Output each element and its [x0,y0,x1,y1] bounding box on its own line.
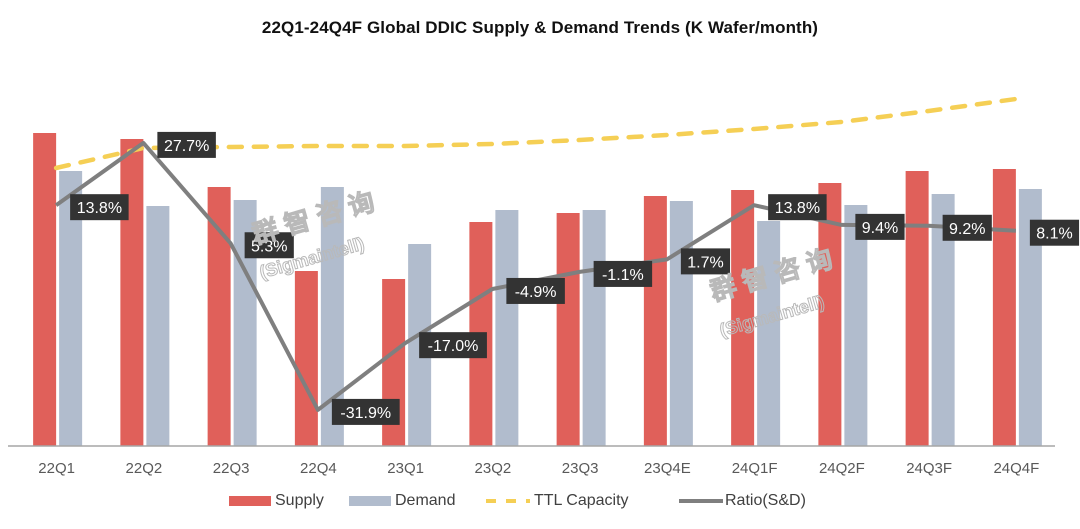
legend-label-demand: Demand [395,492,456,509]
x-tick-label: 22Q2 [126,460,163,477]
ratio-label-text: 8.1% [1036,226,1072,243]
ratio-sd-line [54,140,1017,412]
supply-bar-22Q1 [33,133,57,446]
legend-swatch-ratio [679,499,723,503]
ratio-label-23Q3: -1.1% [593,260,653,287]
x-tick-label: 23Q4E [644,460,691,477]
legend-swatch-capacity [486,499,530,503]
ratio-label-24Q4F: 8.1% [1029,219,1080,246]
supply-bar-23Q4E [643,196,667,446]
demand-bar-24Q4F [1018,189,1042,446]
x-tick-label: 24Q1F [732,460,778,477]
supply-bar-22Q4 [294,271,318,446]
supply-bar-24Q2F [818,183,842,446]
supply-bar-22Q2 [120,139,144,446]
legend-label-supply: Supply [275,492,324,509]
demand-bar-23Q2 [495,210,519,446]
ratio-label-text: 9.4% [862,220,898,237]
x-tick-label: 23Q1 [387,460,424,477]
legend-item-ratio[interactable]: Ratio(S&D) [679,490,806,512]
demand-bar-23Q3 [582,210,606,446]
ratio-label-text: -4.9% [515,284,557,301]
ratio-label-text: -31.9% [340,405,391,422]
ratio-labels-group: 13.8% 27.7% 5.3% -31.9% -17.0% -4.9% -1.1% 1.7%… [70,131,1080,425]
x-tick-label: 24Q3F [906,460,952,477]
ratio-label-22Q4: -31.9% [331,398,400,425]
ratio-line-group [54,140,1017,412]
ratio-label-text: 13.8% [77,200,122,217]
legend-label-capacity: TTL Capacity [534,492,629,509]
ratio-label-22Q1: 13.8% [70,194,129,221]
demand-bar-22Q1 [59,171,83,446]
demand-bar-24Q1F [757,221,781,446]
ratio-label-text: -17.0% [428,338,479,355]
ratio-label-23Q2: -4.9% [506,277,565,304]
ttl-capacity-line [53,96,1019,171]
ratio-label-24Q1F: 13.8% [768,194,827,221]
supply-bar-24Q3F [905,171,929,446]
ratio-label-text: 9.2% [949,221,985,238]
x-tick-label: 23Q2 [475,460,512,477]
ratio-label-22Q2: 27.7% [157,131,216,158]
legend-item-supply[interactable]: Supply [229,490,324,512]
legend-label-ratio: Ratio(S&D) [725,492,806,509]
demand-bar-24Q2F [844,205,868,446]
supply-bar-23Q3 [556,213,580,446]
ratio-label-24Q2F: 9.4% [855,213,905,240]
x-tick-label: 24Q4F [993,460,1039,477]
supply-bar-24Q4F [992,169,1016,446]
x-tick-label: 22Q3 [213,460,250,477]
legend-swatch-demand [349,496,391,506]
ratio-label-23Q1: -17.0% [419,332,487,359]
x-tick-label: 23Q3 [562,460,599,477]
supply-bar-22Q3 [207,187,231,446]
ratio-label-23Q4E: 1.7% [680,248,731,275]
x-tick-label: 24Q2F [819,460,865,477]
x-axis-ticks: 22Q1 22Q2 22Q3 22Q4 23Q1 23Q2 23Q3 23Q4E 24Q1F 24… [38,460,1039,477]
legend-item-capacity[interactable]: TTL Capacity [486,490,629,512]
ratio-label-text: -1.1% [602,267,644,284]
ratio-label-24Q3F: 9.2% [942,214,992,241]
x-tick-label: 22Q4 [300,460,337,477]
demand-bar-22Q4 [320,187,344,446]
legend: Supply Demand TTL Capacity Ratio(S&D) [0,490,1080,512]
x-tick-label: 22Q1 [38,460,75,477]
supply-bar-24Q1F [731,190,755,446]
legend-item-demand[interactable]: Demand [349,490,455,512]
ratio-label-text: 13.8% [775,200,820,217]
ratio-label-text: 1.7% [687,254,723,271]
demand-bar-24Q3F [931,194,955,446]
ratio-label-22Q3: 5.3% [244,232,294,259]
capacity-line-group [53,96,1019,171]
legend-swatch-supply [229,496,271,506]
ratio-label-text: 27.7% [164,138,209,155]
demand-bar-23Q4E [669,201,693,446]
ratio-label-text: 5.3% [251,238,287,255]
demand-bar-22Q2 [146,206,170,446]
chart-title: 22Q1-24Q4F Global DDIC Supply & Demand T… [261,18,819,37]
bars-group [33,133,1042,446]
